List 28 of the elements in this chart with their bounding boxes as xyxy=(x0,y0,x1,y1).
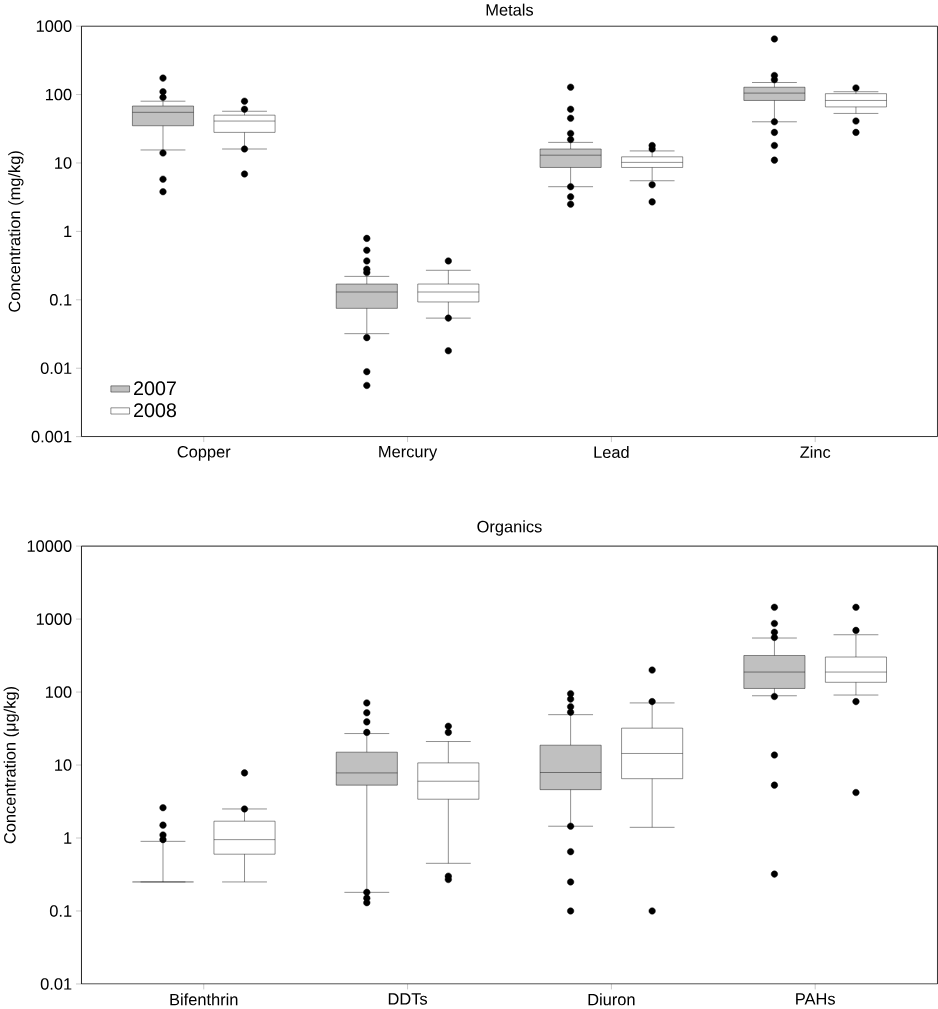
y-tick-label: 0.001 xyxy=(31,430,72,443)
x-tick-label: Zinc xyxy=(800,445,831,459)
x-tick-label: Bifenthrin xyxy=(170,993,238,1006)
y-tick-label: 100 xyxy=(46,88,72,101)
y-tick-label: 1000 xyxy=(36,20,72,32)
chart-title: Metals xyxy=(486,3,534,16)
x-tick-label: PAHs xyxy=(796,993,836,1005)
y-tick-label: 1000 xyxy=(36,613,72,625)
x-tick-label: Lead xyxy=(594,445,629,459)
y-tick-label: 0.01 xyxy=(40,362,72,375)
y-axis-title: Concentration (μg/kg) xyxy=(3,686,19,844)
legend-label: 2007 xyxy=(134,381,176,396)
y-tick-label: 1 xyxy=(64,225,72,238)
x-tick-label: Mercury xyxy=(379,445,438,461)
y-tick-label: 1 xyxy=(64,832,72,844)
y-tick-label: 100 xyxy=(46,686,72,698)
y-tick-label: 10 xyxy=(55,157,72,169)
y-tick-label: 10000 xyxy=(27,540,72,552)
x-tick-label: Diuron xyxy=(588,993,635,1006)
y-axis-title: Concentration (mg/kg) xyxy=(8,151,24,312)
chart-title: Organics xyxy=(477,520,542,536)
legend-label: 2008 xyxy=(134,403,177,418)
y-tick-label: 0.1 xyxy=(49,905,72,917)
x-tick-label: Copper xyxy=(177,445,231,461)
y-tick-label: 0.01 xyxy=(40,978,72,990)
y-tick-label: 0.1 xyxy=(49,293,72,306)
y-tick-label: 10 xyxy=(55,759,72,771)
x-tick-label: DDTs xyxy=(388,993,428,1005)
